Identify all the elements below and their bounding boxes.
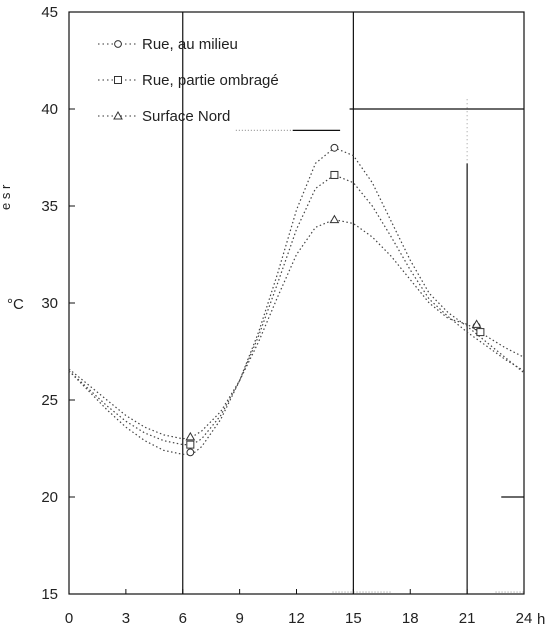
legend-circle-icon [114, 40, 122, 48]
marker-triangle [185, 431, 196, 441]
x-tick-label: 0 [65, 610, 73, 627]
y-tick-label: 30 [41, 295, 58, 312]
y-axis: 15 20 25 30 35 40 45 [41, 4, 75, 603]
series-line-3 [68, 218, 525, 440]
y-tick-label: 45 [41, 4, 58, 21]
x-tick-label: 15 [345, 610, 362, 627]
legend-item-3: Surface Nord [98, 108, 230, 125]
x-unit-label: h [537, 611, 545, 628]
y-tick-label: 40 [41, 101, 58, 118]
legend-square-icon [114, 76, 122, 84]
marker-triangle [471, 319, 482, 328]
x-tick-label: 21 [459, 610, 476, 627]
x-tick-label: 6 [179, 610, 187, 627]
left-edge-text: e s r [0, 184, 13, 210]
y-unit-label: °C [7, 296, 24, 313]
marker-square [330, 170, 339, 179]
series-line-2 [68, 174, 525, 446]
legend-label-1: Rue, au milieu [142, 36, 238, 53]
legend-triangle-icon [113, 110, 123, 120]
y-tick-label: 15 [41, 586, 58, 603]
series-lines [68, 147, 525, 455]
marker-square [186, 440, 195, 449]
legend-item-2: Rue, partie ombragé [98, 72, 279, 89]
legend-label-3: Surface Nord [142, 108, 230, 125]
marker-triangle [329, 214, 340, 224]
x-tick-label: 9 [235, 610, 243, 627]
marker-circle [186, 448, 195, 457]
legend-label-2: Rue, partie ombragé [142, 72, 279, 89]
y-tick-label: 35 [41, 198, 58, 215]
y-tick-label: 25 [41, 392, 58, 409]
x-axis: 0 3 6 9 12 15 18 21 24 [65, 589, 533, 627]
marker-square [476, 328, 485, 337]
decorative-segments [235, 108, 524, 593]
x-tick-label: 3 [122, 610, 130, 627]
x-tick-label: 24 [516, 610, 533, 627]
legend-item-1: Rue, au milieu [98, 36, 238, 53]
plot-area-frame [68, 11, 525, 595]
x-tick-label: 12 [288, 610, 305, 627]
series-line-1 [68, 147, 525, 455]
marker-circle [330, 143, 339, 152]
legend: Rue, au milieu Rue, partie ombragé Surfa… [98, 36, 279, 125]
y-tick-label: 20 [41, 489, 58, 506]
series-markers [185, 143, 485, 457]
reference-lines [182, 12, 468, 594]
x-tick-label: 18 [402, 610, 419, 627]
